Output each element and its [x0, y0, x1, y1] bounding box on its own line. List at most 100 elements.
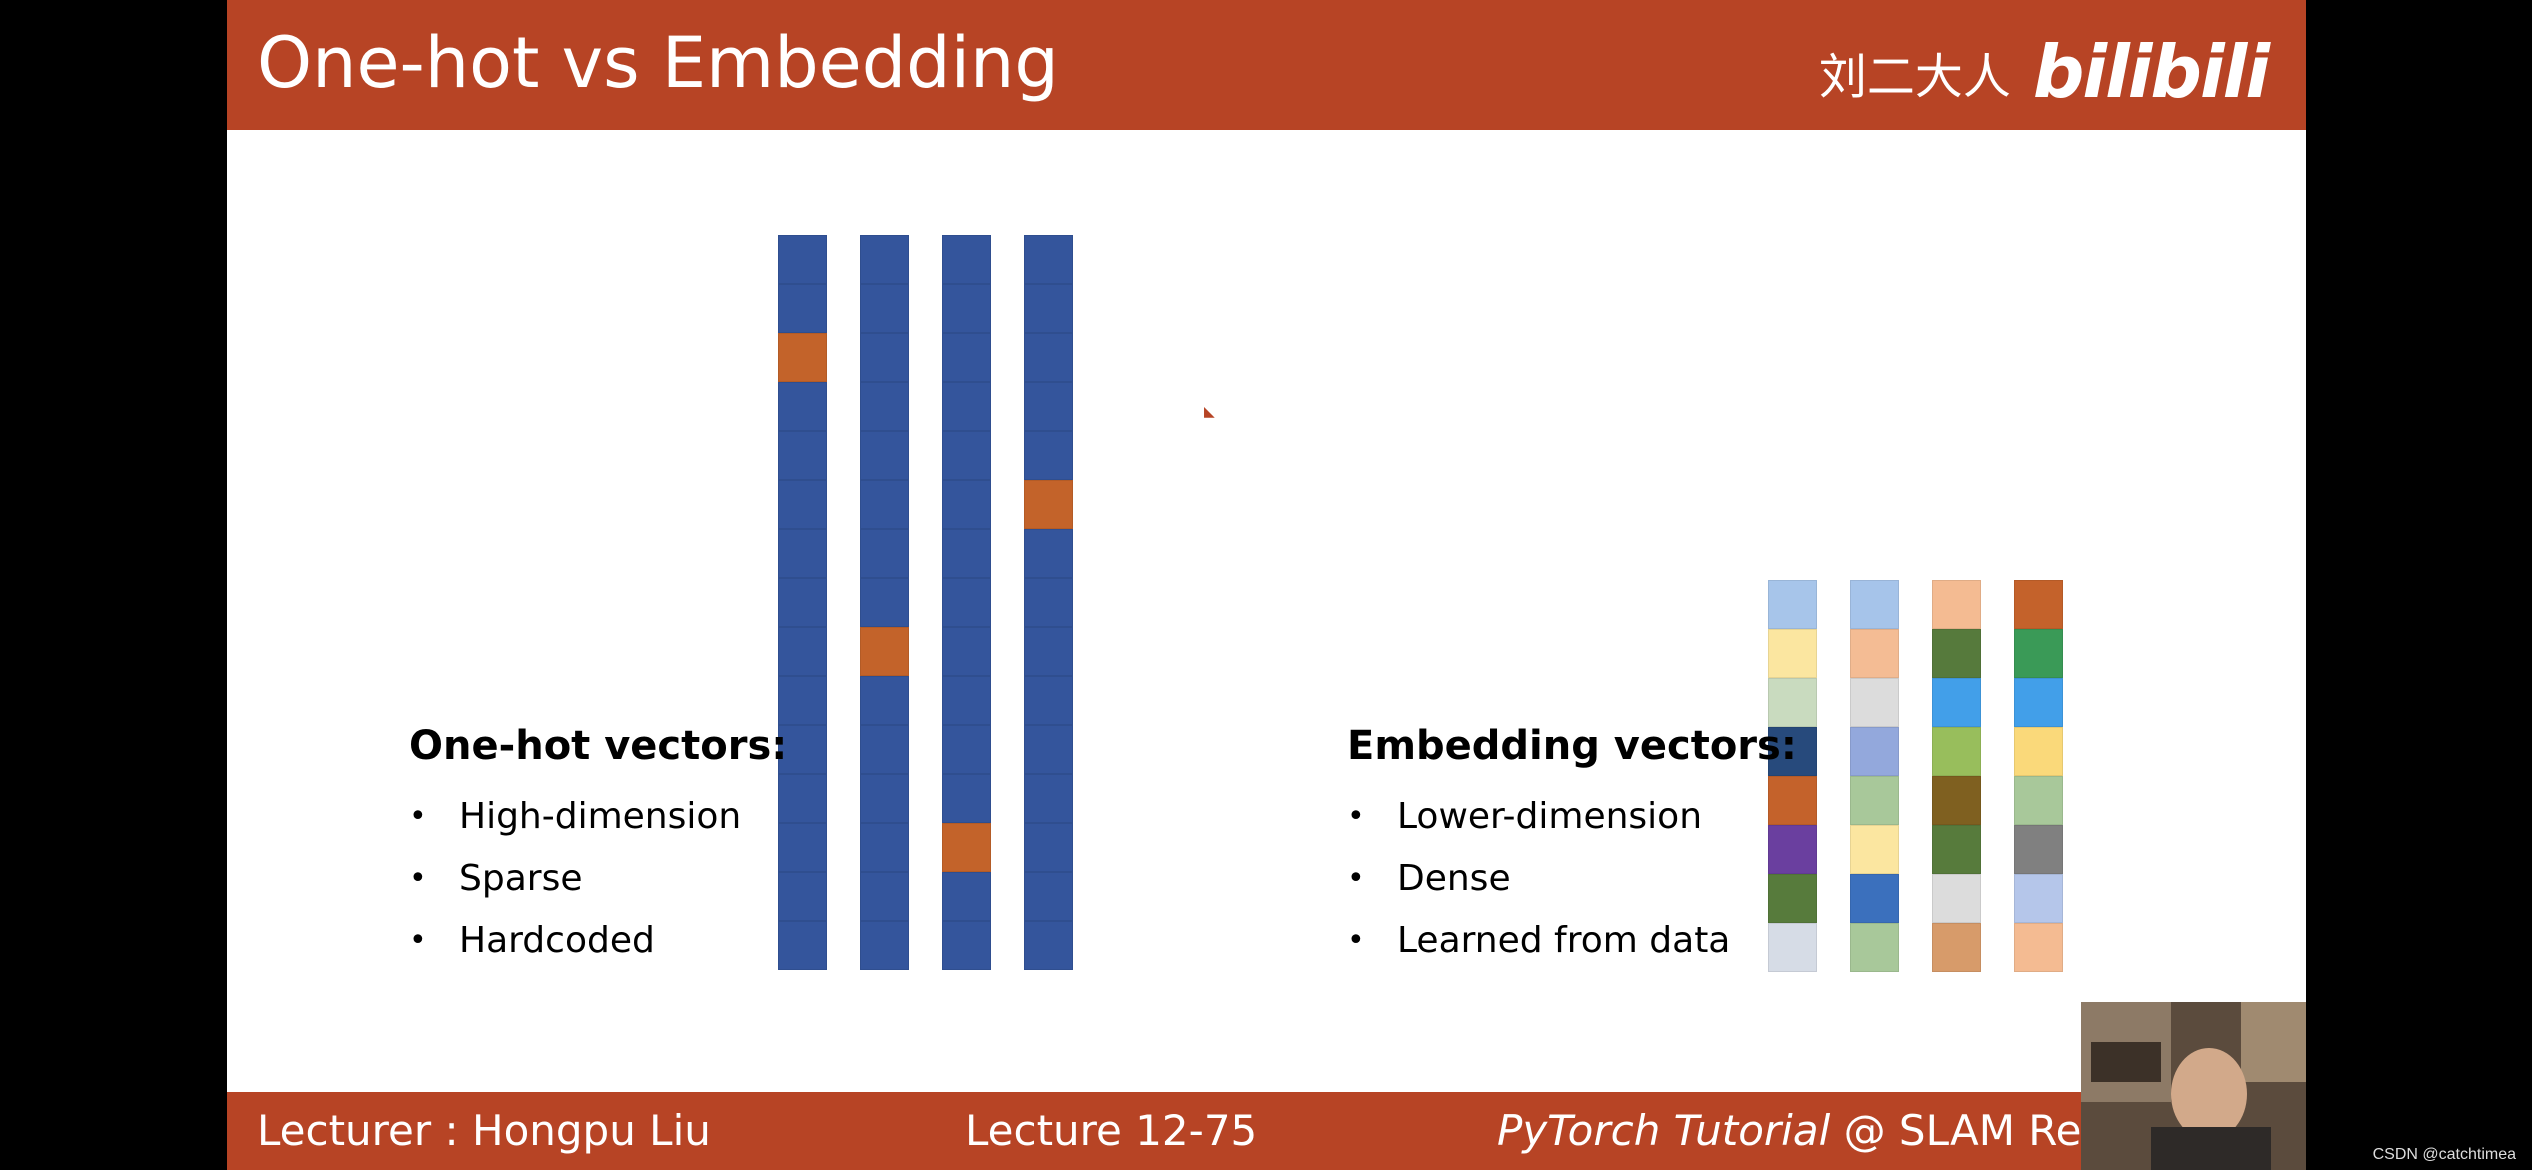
onehot-cell — [860, 578, 909, 627]
onehot-cell — [778, 431, 827, 480]
embedding-cell — [1768, 580, 1817, 629]
onehot-cell — [942, 529, 991, 578]
embedding-list: Embedding vectors: Lower-dimension Dense… — [1347, 720, 1797, 972]
onehot-hot-cell — [1024, 480, 1073, 529]
embedding-cell — [1932, 727, 1981, 776]
lecturer-webcam — [2081, 1002, 2306, 1170]
embedding-cell — [1932, 874, 1981, 923]
onehot-cell — [778, 284, 827, 333]
brand: 刘二大人 bilibili — [1818, 30, 2270, 114]
slide-title: One-hot vs Embedding — [257, 22, 1059, 104]
onehot-cell — [1024, 382, 1073, 431]
embedding-cell — [1768, 629, 1817, 678]
onehot-cell — [1024, 627, 1073, 676]
embedding-item: Dense — [1347, 848, 1797, 910]
embedding-cell — [1850, 678, 1899, 727]
brand-name: 刘二大人 — [1818, 49, 2011, 105]
onehot-cell — [778, 578, 827, 627]
onehot-cell — [1024, 529, 1073, 578]
embedding-cell — [1932, 825, 1981, 874]
embedding-cell — [1850, 580, 1899, 629]
onehot-cell — [1024, 676, 1073, 725]
onehot-cell — [860, 382, 909, 431]
embedding-cell — [1932, 629, 1981, 678]
onehot-cell — [1024, 333, 1073, 382]
onehot-cell — [1024, 774, 1073, 823]
embedding-cell — [2014, 580, 2063, 629]
onehot-heading: One-hot vectors: — [409, 723, 788, 769]
onehot-cell — [942, 774, 991, 823]
embedding-cell — [2014, 629, 2063, 678]
embedding-item: Lower-dimension — [1347, 786, 1797, 848]
onehot-item: Hardcoded — [409, 910, 787, 972]
onehot-cell — [942, 480, 991, 529]
embedding-cell — [1850, 874, 1899, 923]
embedding-cell — [2014, 678, 2063, 727]
onehot-cell — [860, 529, 909, 578]
pointer-cursor-icon: ◣ — [1204, 403, 1215, 419]
slide: One-hot vs Embedding 刘二大人 bilibili One-h… — [227, 0, 2306, 1170]
onehot-cell — [778, 676, 827, 725]
lecture-number: Lecture 12-75 — [965, 1106, 1258, 1155]
embedding-cell — [2014, 874, 2063, 923]
onehot-cell — [1024, 578, 1073, 627]
watermark: CSDN @catchtimea — [2372, 1146, 2516, 1163]
onehot-cell — [860, 921, 909, 970]
embedding-cell — [2014, 923, 2063, 972]
embedding-cell — [2014, 776, 2063, 825]
onehot-cell — [778, 725, 827, 774]
onehot-cell — [860, 431, 909, 480]
embedding-cell — [1850, 776, 1899, 825]
embedding-cell — [1768, 678, 1817, 727]
onehot-cell — [942, 284, 991, 333]
onehot-cell — [1024, 921, 1073, 970]
onehot-cell — [942, 725, 991, 774]
embedding-cell — [1932, 923, 1981, 972]
course-title: PyTorch Tutorial @ SLAM Resea — [1497, 1104, 2155, 1158]
embedding-cell — [1850, 825, 1899, 874]
onehot-cell — [1024, 823, 1073, 872]
onehot-cell — [860, 872, 909, 921]
onehot-cell — [1024, 872, 1073, 921]
embedding-cell — [1932, 580, 1981, 629]
onehot-hot-cell — [778, 333, 827, 382]
embedding-cell — [1850, 727, 1899, 776]
onehot-item: Sparse — [409, 848, 787, 910]
embedding-cell — [1768, 727, 1817, 776]
onehot-cell — [860, 284, 909, 333]
onehot-cell — [860, 676, 909, 725]
embedding-heading: Embedding vectors: — [1347, 723, 1797, 769]
slide-footer: Lecturer : Hongpu Liu Lecture 12-75 PyTo… — [227, 1092, 2306, 1170]
embedding-cell — [2014, 825, 2063, 874]
embedding-cell — [1932, 776, 1981, 825]
onehot-cell — [860, 235, 909, 284]
onehot-cell — [860, 725, 909, 774]
embedding-cell — [1932, 678, 1981, 727]
onehot-cell — [860, 333, 909, 382]
onehot-cell — [1024, 431, 1073, 480]
slide-header: One-hot vs Embedding 刘二大人 bilibili — [227, 0, 2306, 130]
onehot-cell — [1024, 235, 1073, 284]
embedding-cell — [2014, 727, 2063, 776]
onehot-cell — [778, 235, 827, 284]
onehot-cell — [860, 480, 909, 529]
onehot-cell — [942, 627, 991, 676]
onehot-cell — [1024, 725, 1073, 774]
onehot-cell — [860, 774, 909, 823]
onehot-cell — [942, 235, 991, 284]
webcam-image — [2081, 1002, 2306, 1170]
onehot-cell — [778, 480, 827, 529]
onehot-cell — [942, 872, 991, 921]
onehot-cell — [942, 333, 991, 382]
onehot-cell — [860, 823, 909, 872]
onehot-cell — [778, 529, 827, 578]
embedding-item: Learned from data — [1347, 910, 1797, 972]
onehot-list: One-hot vectors: High-dimension Sparse H… — [409, 720, 787, 972]
onehot-hot-cell — [942, 823, 991, 872]
onehot-cell — [942, 431, 991, 480]
onehot-cell — [942, 921, 991, 970]
onehot-cell — [778, 382, 827, 431]
onehot-cell — [1024, 284, 1073, 333]
onehot-cell — [778, 627, 827, 676]
onehot-hot-cell — [860, 627, 909, 676]
